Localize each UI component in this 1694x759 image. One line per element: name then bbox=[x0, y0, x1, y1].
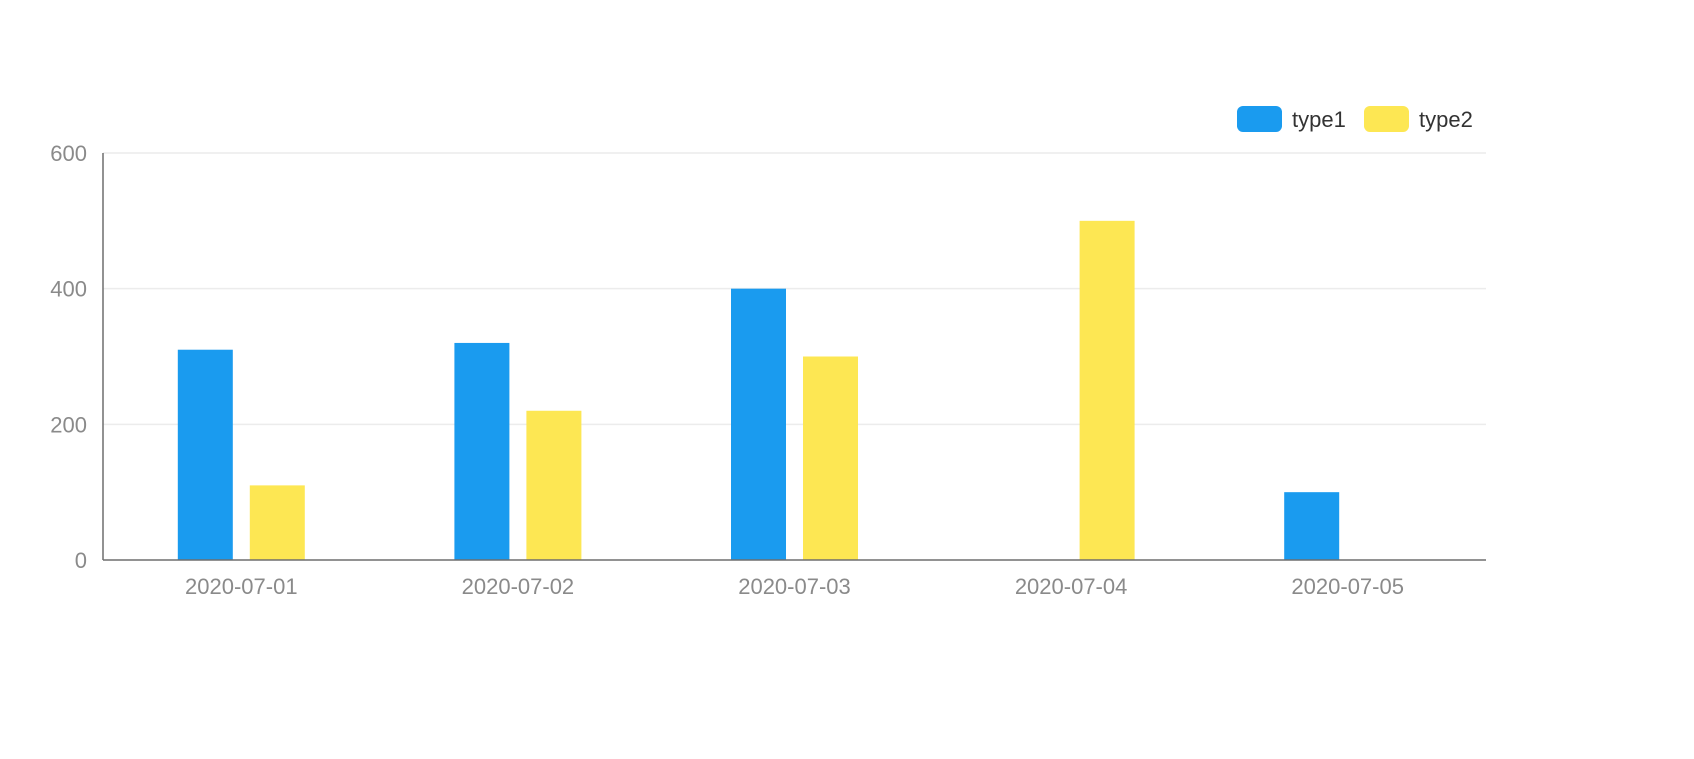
y-tick-label: 600 bbox=[50, 141, 87, 166]
bar-type2-2020-07-04 bbox=[1079, 220, 1135, 561]
x-tick-label: 2020-07-02 bbox=[462, 574, 575, 599]
legend-swatch-type1 bbox=[1237, 106, 1282, 132]
x-tick-label: 2020-07-04 bbox=[1015, 574, 1128, 599]
y-tick-label: 200 bbox=[50, 412, 87, 437]
x-tick-label: 2020-07-03 bbox=[738, 574, 851, 599]
legend: type1 type2 bbox=[1237, 106, 1473, 132]
x-tick-label: 2020-07-01 bbox=[185, 574, 298, 599]
bar-type2-2020-07-02 bbox=[526, 410, 582, 560]
bar-type1-2020-07-01 bbox=[177, 349, 233, 560]
legend-item-type2: type2 bbox=[1364, 106, 1473, 132]
legend-item-type1: type1 bbox=[1237, 106, 1346, 132]
y-tick-label: 0 bbox=[75, 548, 87, 573]
grid-lines bbox=[103, 152, 1486, 426]
bar-type1-2020-07-02 bbox=[454, 342, 510, 560]
bar-type2-2020-07-01 bbox=[249, 485, 305, 560]
legend-swatch-type2 bbox=[1364, 106, 1409, 132]
bar-series bbox=[177, 220, 1340, 561]
y-tick-label: 400 bbox=[50, 277, 87, 302]
bar-type2-2020-07-03 bbox=[803, 356, 858, 560]
axes: 0 200 400 600 2020-07-01 2020-07-02 2020-07-03… bbox=[50, 141, 1486, 599]
bar-type1-2020-07-03 bbox=[731, 288, 786, 560]
legend-label-type2: type2 bbox=[1419, 107, 1473, 132]
x-tick-label: 2020-07-05 bbox=[1291, 574, 1404, 599]
bar-type1-2020-07-05 bbox=[1284, 492, 1340, 560]
legend-label-type1: type1 bbox=[1292, 107, 1346, 132]
